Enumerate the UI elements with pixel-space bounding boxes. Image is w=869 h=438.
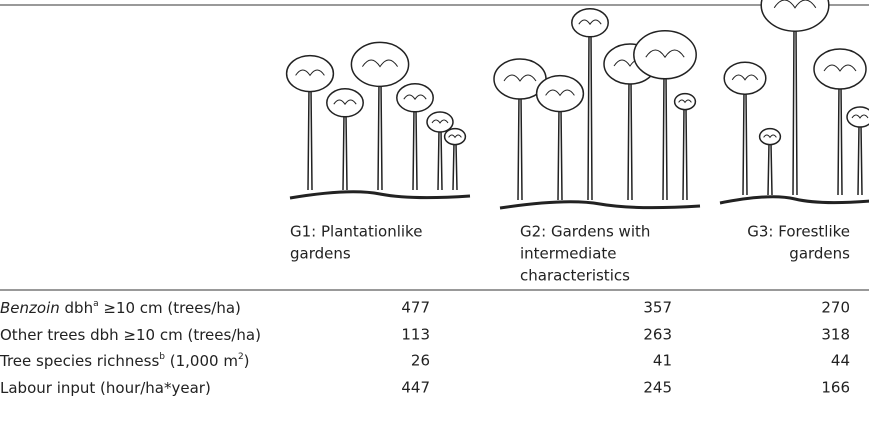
- trunk: [768, 143, 772, 195]
- trunk: [438, 130, 442, 190]
- trunk: [793, 26, 797, 195]
- crown: [537, 76, 584, 112]
- row-label: Other trees dbh ≥10 cm (trees/ha): [0, 326, 261, 344]
- column-header: G3: Forestlike: [747, 223, 850, 241]
- column-header: gardens: [789, 245, 850, 263]
- ground: [500, 202, 700, 208]
- crown: [351, 42, 408, 86]
- label-part: dbh: [60, 299, 93, 317]
- trunk: [683, 108, 687, 200]
- ground: [290, 192, 470, 198]
- cell-value: 447: [401, 379, 430, 397]
- label-part: Benzoin: [0, 299, 60, 317]
- cell-value: 263: [643, 326, 672, 344]
- crown: [327, 89, 363, 117]
- cell-value: 245: [643, 379, 672, 397]
- column-header: gardens: [290, 245, 351, 263]
- trunk: [413, 109, 417, 190]
- cell-value: 44: [831, 352, 850, 370]
- trunk: [858, 125, 862, 195]
- trunk: [743, 91, 747, 195]
- cell-value: 166: [821, 379, 850, 397]
- column-header: intermediate: [520, 245, 617, 263]
- crown: [724, 62, 766, 94]
- cell-value: 318: [821, 326, 850, 344]
- trunk: [378, 82, 382, 190]
- crown: [427, 112, 453, 132]
- column-header: G2: Gardens with: [520, 223, 650, 241]
- table-page: G1: Plantationlike gardens G2: Gardens wit…: [0, 0, 869, 438]
- cell-value: 41: [653, 352, 672, 370]
- crown: [761, 0, 829, 31]
- illustrations: [287, 0, 869, 208]
- row-label: Benzoin dbha ≥10 cm (trees/ha): [0, 299, 241, 317]
- trunk: [453, 143, 457, 190]
- label-part: ≥10 cm (trees/ha): [99, 299, 241, 317]
- cell-value: 113: [401, 326, 430, 344]
- label-part: Tree species richness: [0, 352, 159, 370]
- cell-value: 26: [411, 352, 430, 370]
- crown: [847, 107, 869, 127]
- crown: [397, 84, 433, 112]
- label-part: Other trees dbh ≥10 cm (trees/ha): [0, 326, 261, 344]
- column-header: G1: Plantationlike: [290, 223, 422, 241]
- trunk: [838, 85, 842, 195]
- trunk: [628, 80, 632, 200]
- label-part: Labour input (hour/ha*year): [0, 379, 211, 397]
- crown: [572, 9, 608, 37]
- cell-value: 270: [821, 299, 850, 317]
- cell-value: 477: [401, 299, 430, 317]
- trunk: [663, 74, 667, 200]
- crown: [287, 56, 334, 92]
- label-part: (1,000 m: [165, 352, 238, 370]
- column-header: characteristics: [520, 267, 630, 285]
- trunk: [343, 114, 347, 190]
- trunk: [588, 34, 592, 200]
- ground: [720, 197, 869, 203]
- label-part: ): [244, 352, 250, 370]
- row-label: Tree species richnessb (1,000 m2): [0, 352, 250, 370]
- trunk: [308, 88, 312, 190]
- cell-value: 357: [643, 299, 672, 317]
- trunk: [518, 95, 522, 200]
- trunk: [558, 108, 562, 200]
- row-label: Labour input (hour/ha*year): [0, 379, 211, 397]
- crown: [634, 31, 696, 79]
- crown: [814, 49, 866, 89]
